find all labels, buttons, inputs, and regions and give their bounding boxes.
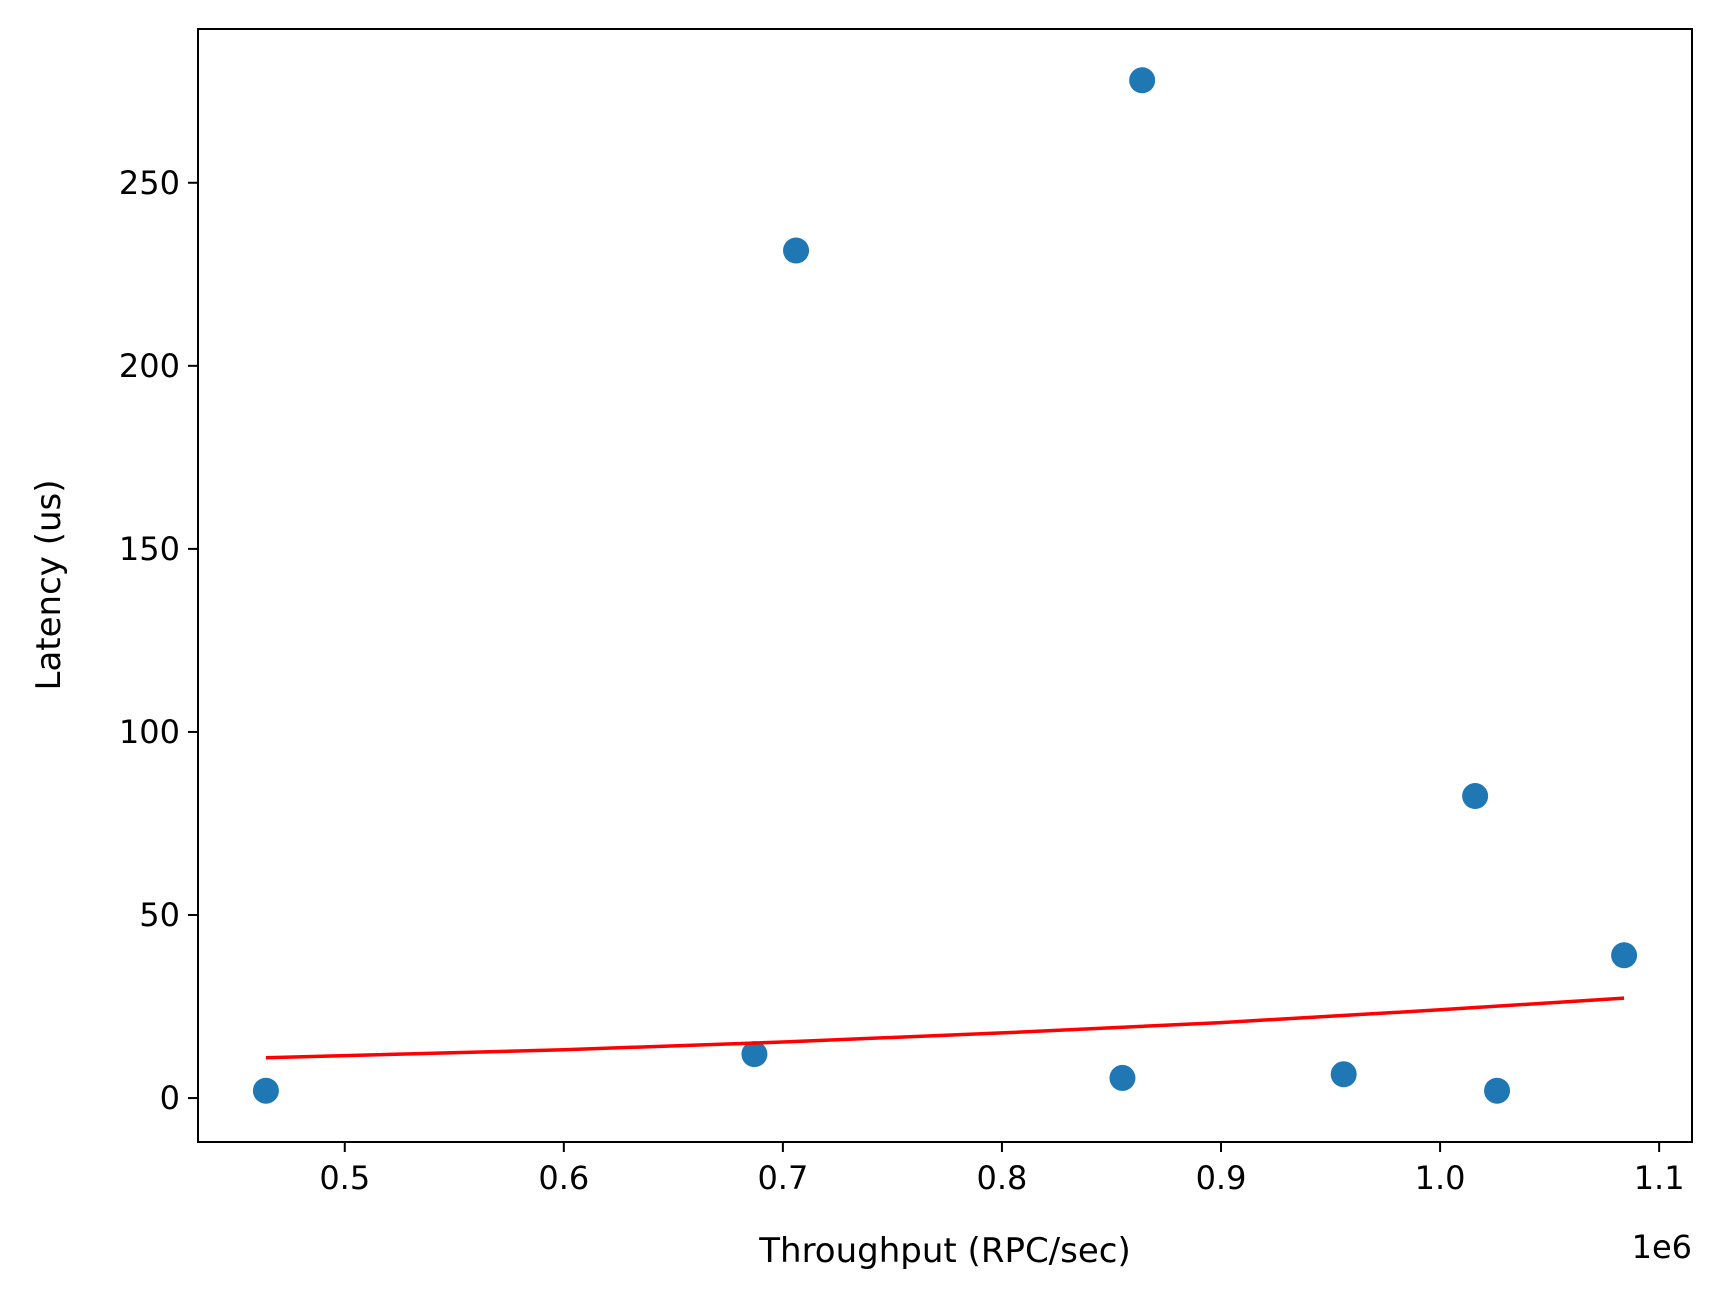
x-tick-label: 0.7 [757, 1159, 808, 1197]
x-tick-label: 1.0 [1415, 1159, 1466, 1197]
data-point [1462, 783, 1489, 810]
y-tick-label: 250 [119, 164, 180, 202]
x-tick-label: 0.5 [319, 1159, 370, 1197]
x-axis-ticks: 0.5 0.6 0.7 0.8 0.9 1.0 1.1 [319, 1142, 1685, 1197]
y-tick-label: 150 [119, 530, 180, 568]
data-point [1330, 1061, 1357, 1088]
data-point [1484, 1077, 1511, 1104]
data-point [252, 1077, 279, 1104]
y-axis-ticks: 0 50 100 150 200 250 [119, 164, 198, 1117]
x-tick-label: 0.9 [1196, 1159, 1247, 1197]
y-tick-label: 50 [139, 896, 180, 934]
x-tick-label: 0.8 [977, 1159, 1028, 1197]
x-axis-offset-label: 1e6 [1632, 1228, 1692, 1266]
data-point [1109, 1064, 1136, 1091]
data-point [1611, 942, 1638, 969]
plot-frame [197, 28, 1693, 1143]
x-axis-label: Throughput (RPC/sec) [758, 1231, 1130, 1271]
trend-line [265, 996, 1625, 1060]
data-point [741, 1041, 768, 1068]
y-tick-label: 0 [160, 1079, 180, 1117]
y-tick-label: 100 [119, 713, 180, 751]
plot-marks [252, 67, 1638, 1104]
y-axis-label: Latency (us) [29, 480, 69, 691]
y-tick-label: 200 [119, 347, 180, 385]
x-tick-label: 1.1 [1634, 1159, 1685, 1197]
data-point [783, 237, 810, 264]
x-tick-label: 0.6 [538, 1159, 589, 1197]
data-point [1129, 67, 1156, 94]
